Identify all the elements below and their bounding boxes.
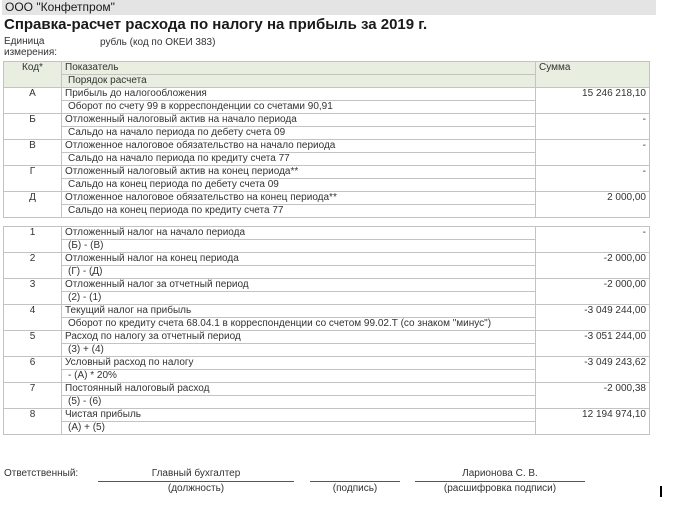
table-header-row: Код* Показатель Сумма [3, 61, 650, 88]
row-sum: - [535, 113, 650, 140]
row-sum: -2 000,00 [535, 278, 650, 305]
table-row: А Прибыль до налогообложения 15 246 218,10 [3, 87, 650, 114]
row-sum: -2 000,38 [535, 382, 650, 409]
row-sum: 2 000,00 [535, 191, 650, 218]
header-calc-order: Порядок расчета [61, 74, 536, 88]
row-indicator: Чистая прибыль [61, 408, 536, 422]
row-calc-order: - (А) * 20% [61, 369, 536, 383]
row-calc-order: (Г) - (Д) [61, 265, 536, 279]
name-line [415, 481, 585, 482]
table-row: 2 Отложенный налог на конец периода -2 000… [3, 252, 650, 279]
row-indicator: Условный расход по налогу [61, 356, 536, 370]
row-code: 8 [3, 408, 62, 435]
row-code: 5 [3, 330, 62, 357]
position-line [98, 481, 294, 482]
table-row: В Отложенное налоговое обязательство на н… [3, 139, 650, 166]
row-sum: -3 049 244,00 [535, 304, 650, 331]
name-caption: (расшифровка подписи) [443, 483, 557, 494]
row-code: В [3, 139, 62, 166]
row-code: 2 [3, 252, 62, 279]
row-code: 3 [3, 278, 62, 305]
row-code: 7 [3, 382, 62, 409]
row-calc-order: (Б) - (В) [61, 239, 536, 253]
header-code: Код* [3, 61, 62, 88]
row-sum: - [535, 226, 650, 253]
row-indicator: Отложенный налоговый актив на конец пери… [61, 165, 536, 179]
row-calc-order: (3) + (4) [61, 343, 536, 357]
table-row: Д Отложенное налоговое обязательство на к… [3, 191, 650, 218]
table-row: Б Отложенный налоговый актив на начало пе… [3, 113, 650, 140]
signature-caption: (подпись) [332, 483, 378, 494]
row-calc-order: (А) + (5) [61, 421, 536, 435]
table-row: Г Отложенный налоговый актив на конец пер… [3, 165, 650, 192]
name-value: Ларионова С. В. [462, 468, 538, 479]
table-row: 8 Чистая прибыль 12 194 974,10 [3, 408, 650, 435]
row-indicator: Отложенный налоговый актив на начало пер… [61, 113, 536, 127]
row-code: 6 [3, 356, 62, 383]
row-calc-order: Сальдо на начало периода по кредиту счет… [61, 152, 536, 166]
row-sum: -2 000,00 [535, 252, 650, 279]
table-row-calc: (А) + (5) [4, 421, 650, 435]
report-title: Справка-расчет расхода по налогу на приб… [4, 16, 428, 33]
row-indicator: Текущий налог на прибыль [61, 304, 536, 318]
unit-label: Единица измерения: [4, 36, 58, 58]
signature-line [310, 481, 400, 482]
row-indicator: Отложенный налог за отчетный период [61, 278, 536, 292]
table-row: 3 Отложенный налог за отчетный период -2 0… [3, 278, 650, 305]
table-subheader-row: Порядок расчета [4, 74, 650, 88]
spacer-cell [3, 217, 650, 227]
table-row: 1 Отложенный налог на начало периода - [3, 226, 650, 253]
company-name: ООО "Конфетпром" [2, 0, 656, 15]
table-row: 5 Расход по налогу за отчетный период -3 0… [3, 330, 650, 357]
position-caption: (должность) [167, 483, 225, 494]
row-code: 4 [3, 304, 62, 331]
header-sum: Сумма [535, 61, 650, 88]
row-indicator: Отложенное налоговое обязательство на на… [61, 139, 536, 153]
row-calc-order: Сальдо на конец периода по кредиту счета… [61, 204, 536, 218]
section-spacer [3, 217, 650, 227]
row-sum: - [535, 139, 650, 166]
row-sum: - [535, 165, 650, 192]
cursor-mark [660, 486, 662, 497]
row-indicator: Прибыль до налогообложения [61, 87, 536, 101]
row-code: 1 [3, 226, 62, 253]
row-code: А [3, 87, 62, 114]
row-calc-order: (2) - (1) [61, 291, 536, 305]
row-calc-order: Оборот по счету 99 в корреспонденции со … [61, 100, 536, 114]
row-code: Б [3, 113, 62, 140]
responsible-label: Ответственный: [4, 468, 79, 479]
table-row: 4 Текущий налог на прибыль -3 049 244,00 [3, 304, 650, 331]
row-sum: 15 246 218,10 [535, 87, 650, 114]
row-calc-order: Оборот по кредиту счета 68.04.1 в коррес… [61, 317, 536, 331]
row-indicator: Отложенный налог на конец периода [61, 252, 536, 266]
row-calc-order: (5) - (6) [61, 395, 536, 409]
row-indicator: Отложенный налог на начало периода [61, 226, 536, 240]
unit-value: рубль (код по ОКЕИ 383) [100, 37, 216, 48]
row-code: Г [3, 165, 62, 192]
row-indicator: Отложенное налоговое обязательство на ко… [61, 191, 536, 205]
row-sum: 12 194 974,10 [535, 408, 650, 435]
position-value: Главный бухгалтер [151, 468, 241, 479]
row-calc-order: Сальдо на начало периода по дебету счета… [61, 126, 536, 140]
table-row: 7 Постоянный налоговый расход -2 000,38 [3, 382, 650, 409]
row-sum: -3 051 244,00 [535, 330, 650, 357]
row-indicator: Постоянный налоговый расход [61, 382, 536, 396]
row-code: Д [3, 191, 62, 218]
row-indicator: Расход по налогу за отчетный период [61, 330, 536, 344]
header-indicator: Показатель [61, 61, 536, 75]
row-sum: -3 049 243,62 [535, 356, 650, 383]
row-calc-order: Сальдо на конец периода по дебету счета … [61, 178, 536, 192]
table-row: 6 Условный расход по налогу -3 049 243,62 [3, 356, 650, 383]
